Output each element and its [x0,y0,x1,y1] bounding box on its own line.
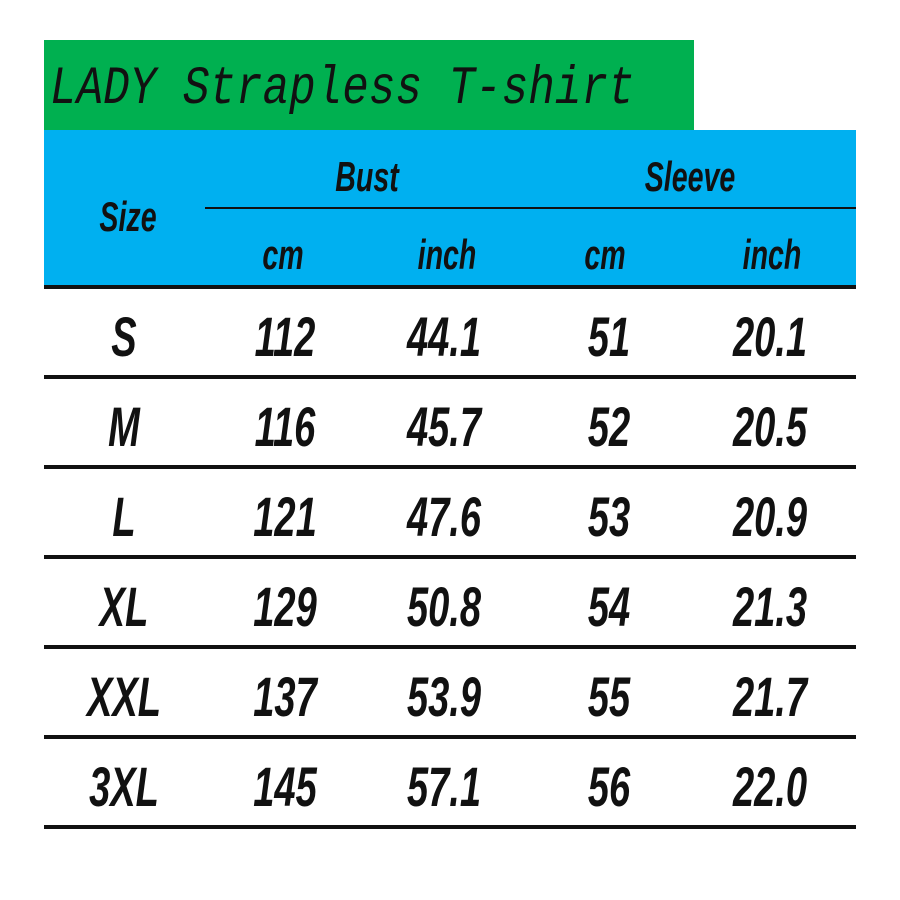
cell-sleeve-cm: 56 [587,755,631,818]
row-divider [44,555,856,559]
header-sleeve: Sleeve [644,153,736,200]
cell-size: 3XL [89,755,159,818]
cell-sleeve-cm: 55 [587,665,631,728]
cell-sleeve-inch: 20.9 [732,485,808,548]
cell-sleeve-cm: 51 [587,305,631,368]
header-bust: Bust [335,153,399,200]
cell-sleeve-inch: 21.7 [732,665,808,728]
cell-size: S [111,305,137,368]
header-sleeve-cm: cm [584,231,626,278]
cell-bust-inch: 50.8 [406,575,482,638]
cell-sleeve-inch: 20.5 [732,395,808,458]
row-divider [44,465,856,469]
cell-bust-cm: 112 [254,305,316,368]
cell-sleeve-cm: 54 [587,575,631,638]
cell-bust-inch: 47.6 [406,485,482,548]
table-header [44,130,856,287]
cell-sleeve-inch: 22.0 [732,755,808,818]
row-divider [44,375,856,379]
cell-bust-cm: 129 [253,575,317,638]
cell-bust-cm: 121 [253,485,317,548]
cell-sleeve-cm: 53 [587,485,631,548]
title-bar: LADY Strapless T-shirt [44,40,694,130]
row-divider [44,735,856,739]
cell-bust-cm: 145 [253,755,317,818]
row-divider [44,825,856,829]
cell-sleeve-inch: 21.3 [732,575,808,638]
cell-size: XXL [86,665,162,728]
cell-sleeve-inch: 20.1 [732,305,808,368]
cell-size: XL [99,575,149,638]
header-bust-inch: inch [417,231,477,278]
cell-bust-inch: 45.7 [406,395,482,458]
cell-bust-inch: 44.1 [406,305,482,368]
header-divider [205,207,856,209]
row-divider [44,645,856,649]
row-divider [44,285,856,289]
cell-size: L [112,485,136,548]
cell-bust-cm: 137 [253,665,317,728]
cell-bust-inch: 57.1 [406,755,482,818]
cell-bust-cm: 116 [254,395,316,458]
chart-title: LADY Strapless T-shirt [50,59,635,120]
header-bust-cm: cm [262,231,304,278]
cell-bust-inch: 53.9 [406,665,482,728]
cell-sleeve-cm: 52 [587,395,631,458]
cell-size: M [108,395,140,458]
header-sleeve-inch: inch [742,231,802,278]
header-size: Size [99,193,157,240]
